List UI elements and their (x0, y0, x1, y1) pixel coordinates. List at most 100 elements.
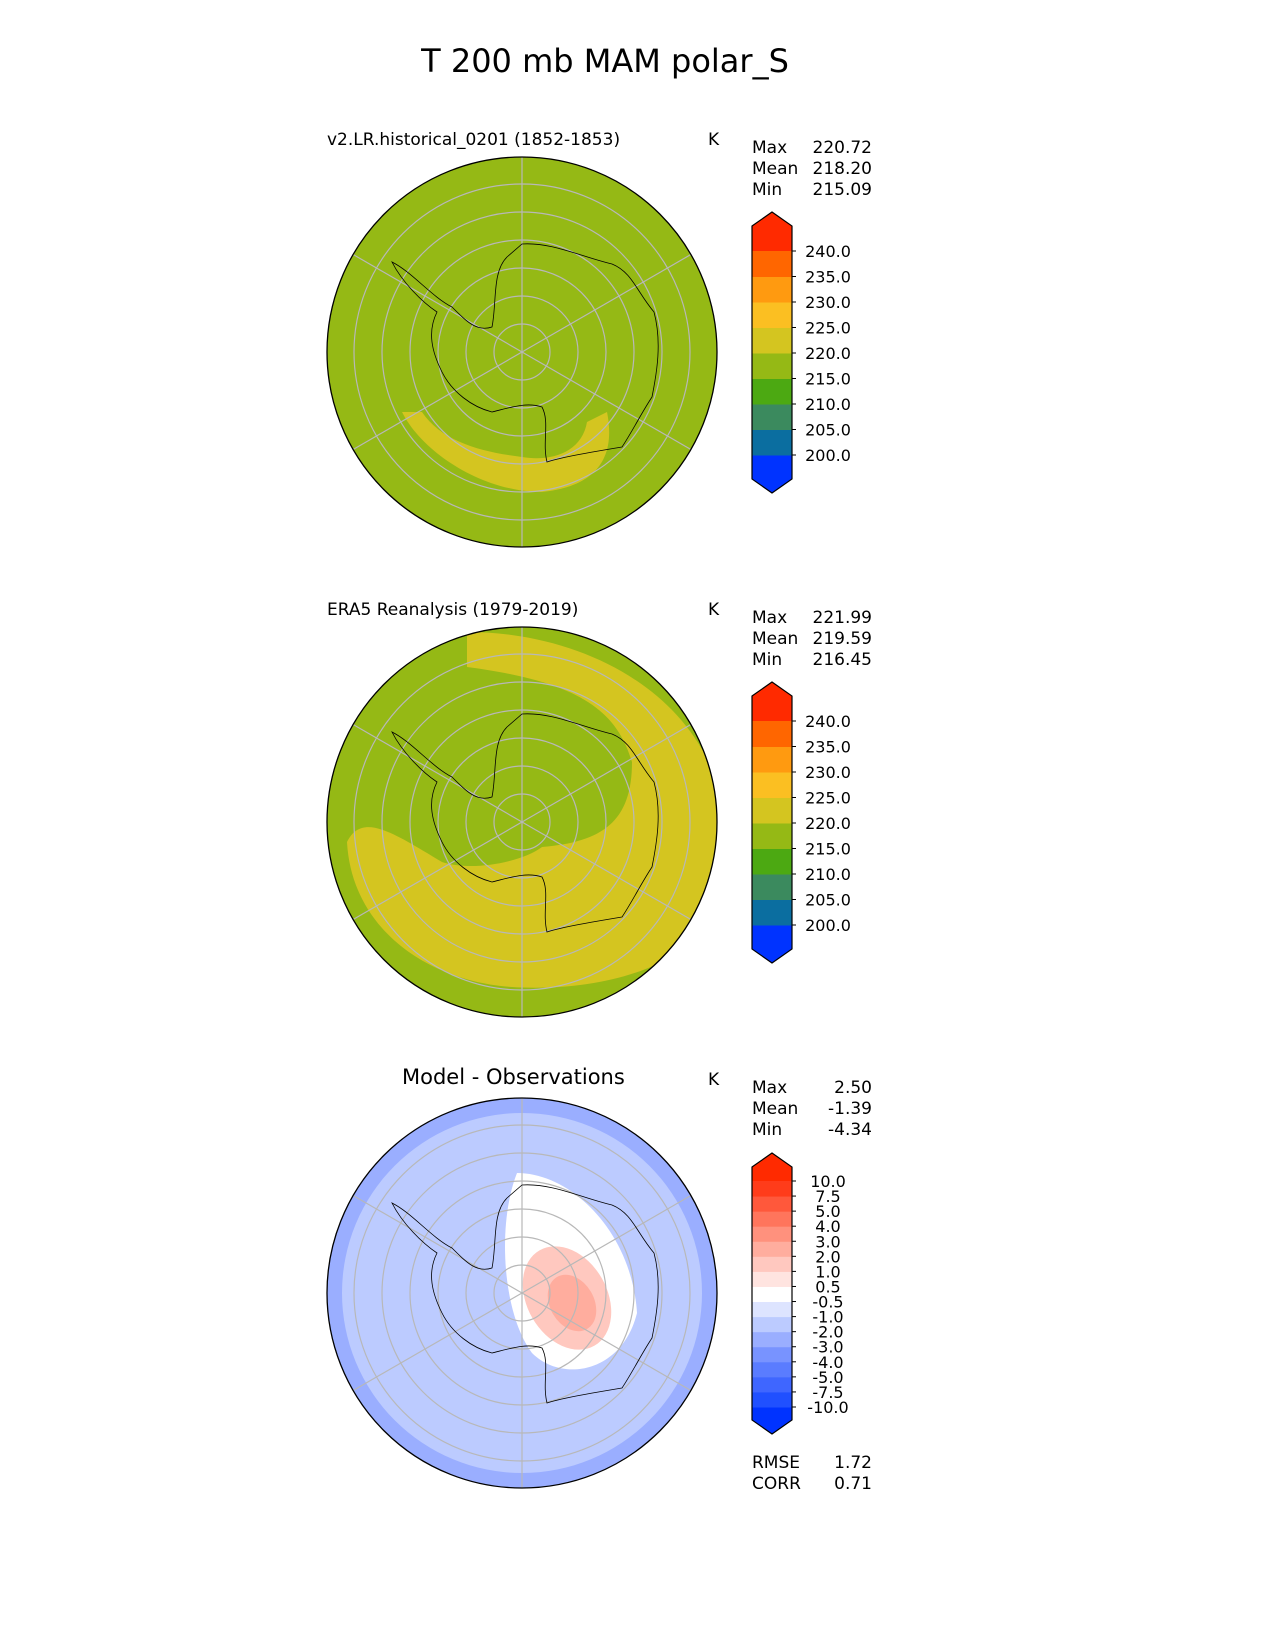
colorbar-under-extension (752, 455, 792, 493)
field (327, 157, 717, 547)
skill-labels: RMSE CORR (752, 1453, 801, 1494)
colorbar-segment (752, 429, 792, 456)
colorbar-segment (752, 378, 792, 405)
skill-values: 1.72 0.71 (834, 1453, 872, 1494)
longitude-gridline (521, 1292, 692, 1392)
figure-title: T 200 mb MAM polar_S (421, 42, 789, 80)
colorbar-segment (752, 772, 792, 798)
colorbar-tick-label: 215.0 (805, 840, 851, 859)
stats-values-model: 220.72 218.20 215.09 (812, 138, 872, 200)
colorbar-segment (752, 327, 792, 354)
colorbar-tick-label: 7.5 (815, 1187, 840, 1206)
colorbar-segment (752, 1196, 792, 1212)
polar-map-obs (326, 626, 718, 1018)
longitude-gridline (352, 351, 523, 451)
colorbar-over-extension (752, 1153, 792, 1181)
antarctica-coastline (391, 243, 659, 463)
colorbar-tick-label: 210.0 (805, 865, 851, 884)
antarctica-coastline (391, 1184, 659, 1404)
longitude-gridline (521, 351, 692, 451)
colorbar-obs: 200.0 205.0 210.0 215.0 220.0 225.0 230.0 235.0… (751, 681, 851, 964)
longitude-gridline (521, 821, 692, 921)
colorbar-segment (752, 1346, 792, 1363)
colorbar-segment (752, 1316, 792, 1333)
colorbar-tick-label: 220.0 (805, 344, 851, 363)
colorbar-segment (752, 721, 792, 747)
colorbar-over-extension (752, 682, 792, 721)
colorbar-tick-label: 3.0 (815, 1232, 840, 1251)
field (327, 1098, 717, 1488)
colorbar-tick-label: 2.0 (815, 1247, 840, 1266)
colorbar-segment (752, 797, 792, 824)
colorbar-tick-label: 200.0 (805, 446, 851, 465)
colorbar-segment (752, 1241, 792, 1257)
colorbar-tick-label: 205.0 (805, 421, 851, 440)
colorbar-tick-label: -0.5 (812, 1293, 843, 1312)
map-boundary (326, 156, 718, 548)
antarctica-coastline (391, 713, 659, 933)
colorbar-segment (752, 302, 792, 328)
colorbar-tick-label: 5.0 (815, 1202, 840, 1221)
colorbar-segment (752, 1226, 792, 1242)
colorbar-segment (752, 251, 792, 277)
colorbar-segment (752, 1211, 792, 1227)
panel-title-diff: Model - Observations (402, 1065, 625, 1089)
colorbar-segment (752, 874, 792, 900)
colorbar-under-extension (752, 925, 792, 963)
colorbar-segment (752, 823, 792, 849)
colorbar-over-extension (752, 212, 792, 251)
longitude-gridline (352, 1194, 523, 1294)
field (327, 627, 717, 1017)
colorbar-tick-label: -1.0 (812, 1308, 843, 1327)
colorbar-tick-label: 0.5 (815, 1277, 840, 1296)
warm-band (402, 412, 610, 492)
longitude-gridline (352, 253, 523, 353)
colorbar-segment (752, 276, 792, 303)
colorbar-tick-label: -3.0 (812, 1338, 843, 1357)
colorbar-tick-label: 1.0 (815, 1262, 840, 1281)
colorbar-tick-label: -5.0 (812, 1368, 843, 1387)
colorbar-segment (752, 1361, 792, 1378)
stats-values-diff: 2.50 -1.39 -4.34 (828, 1078, 872, 1140)
colorbar-segment (752, 899, 792, 926)
longitude-gridline (521, 253, 692, 353)
units-model: K (708, 130, 720, 150)
colorbar-tick-label: 210.0 (805, 395, 851, 414)
stats-labels-model: Max Mean Min (752, 138, 799, 200)
colorbar-segment (752, 404, 792, 430)
colorbar-under-extension (752, 1407, 792, 1434)
colorbar-tick-label: 230.0 (805, 763, 851, 782)
colorbar-outline (751, 211, 793, 494)
map-boundary (326, 1097, 718, 1489)
colorbar-segment (752, 353, 792, 379)
stats-labels-diff: Max Mean Min (752, 1078, 799, 1140)
colorbar-tick-label: -10.0 (807, 1398, 848, 1417)
colorbar-tick-label: 205.0 (805, 891, 851, 910)
colorbar-tick-label: 235.0 (805, 268, 851, 287)
colorbar-model: 200.0 205.0 210.0 215.0 220.0 225.0 230.0 235.0… (751, 211, 851, 494)
stats-values-obs: 221.99 219.59 216.45 (812, 608, 872, 670)
panel-title-model: v2.LR.historical_0201 (1852-1853) (327, 130, 621, 150)
colorbar-segment (752, 1376, 792, 1393)
longitude-gridline (352, 1292, 523, 1392)
colorbar-segment (752, 1256, 792, 1272)
stats-labels-obs: Max Mean Min (752, 608, 799, 670)
longitude-gridline (352, 723, 523, 823)
colorbar-tick-label: 230.0 (805, 293, 851, 312)
colorbar-tick-label: 215.0 (805, 370, 851, 389)
longitude-gridline (352, 821, 523, 921)
positive-anomaly-core (547, 1274, 597, 1332)
colorbar-segment (752, 848, 792, 875)
colorbar-tick-label: 200.0 (805, 916, 851, 935)
colorbar-tick-label: 240.0 (805, 712, 851, 731)
colorbar-segment (752, 1301, 792, 1318)
colorbar-tick-label: 235.0 (805, 738, 851, 757)
colorbar-tick-label: -2.0 (812, 1323, 843, 1342)
colorbar-segment (752, 746, 792, 773)
colorbar-tick-label: 225.0 (805, 789, 851, 808)
map-boundary (326, 626, 718, 1018)
colorbar-tick-label: -7.5 (812, 1383, 843, 1402)
colorbar-segment (752, 1181, 792, 1197)
